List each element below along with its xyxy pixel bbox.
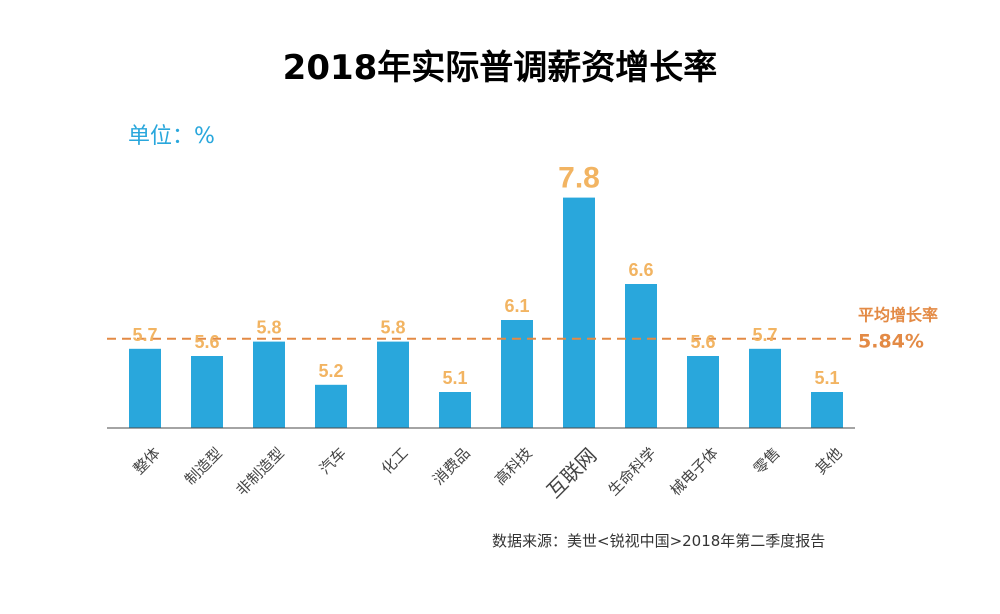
category-label-0: 整体: [130, 444, 164, 478]
category-label-1: 制造型: [181, 444, 226, 489]
category-label-4: 化工: [378, 444, 412, 478]
bar-1: [191, 356, 223, 428]
category-label-5: 消费品: [429, 444, 474, 489]
bar-11: [811, 392, 843, 428]
category-label-7: 互联网: [542, 443, 601, 502]
average-value: 5.84%: [858, 331, 924, 353]
bar-8: [625, 284, 657, 428]
category-label-6: 高科技: [491, 444, 536, 489]
value-label-7: 7.8: [558, 162, 600, 195]
bar-7: [563, 197, 595, 428]
bar-6: [501, 320, 533, 428]
value-label-10: 5.7: [752, 325, 777, 345]
value-label-11: 5.1: [814, 368, 839, 388]
category-label-2: 非制造型: [233, 444, 288, 499]
chart-title: 2018年实际普调薪资增长率: [282, 48, 718, 88]
bar-10: [749, 348, 781, 428]
value-label-0: 5.7: [132, 325, 157, 345]
value-label-6: 6.1: [504, 296, 529, 316]
category-label-3: 汽车: [316, 444, 350, 478]
bar-0: [129, 348, 161, 428]
labels-layer: 5.7 5.6 5.8 5.2 5.8 5.1 6.1 7.8 6.6 5.6 5.7 5.1: [132, 162, 839, 388]
bars-layer: [129, 197, 843, 428]
value-label-8: 6.6: [628, 260, 653, 280]
value-label-5: 5.1: [442, 368, 467, 388]
value-label-3: 5.2: [318, 361, 343, 381]
bar-9: [687, 356, 719, 428]
bar-5: [439, 392, 471, 428]
average-layer: 平均增长率 5.84%: [107, 306, 938, 353]
value-label-2: 5.8: [256, 318, 281, 338]
value-label-9: 5.6: [690, 332, 715, 352]
bar-2: [253, 341, 285, 428]
category-labels: 整体 制造型 非制造型 汽车 化工 消费品 高科技 互联网 生命科学 械电子体 零售 其他: [130, 443, 846, 502]
bar-3: [315, 384, 347, 428]
source-note: 数据来源：美世<锐视中国>2018年第二季度报告: [492, 532, 826, 550]
category-label-9: 械电子体: [667, 444, 722, 499]
category-label-10: 零售: [750, 444, 784, 478]
average-label: 平均增长率: [858, 306, 938, 325]
bar-4: [377, 341, 409, 428]
value-label-1: 5.6: [194, 332, 219, 352]
category-label-11: 其他: [812, 444, 846, 478]
category-label-8: 生命科学: [605, 444, 660, 499]
unit-label: 单位：%: [128, 124, 215, 149]
value-label-4: 5.8: [380, 318, 405, 338]
